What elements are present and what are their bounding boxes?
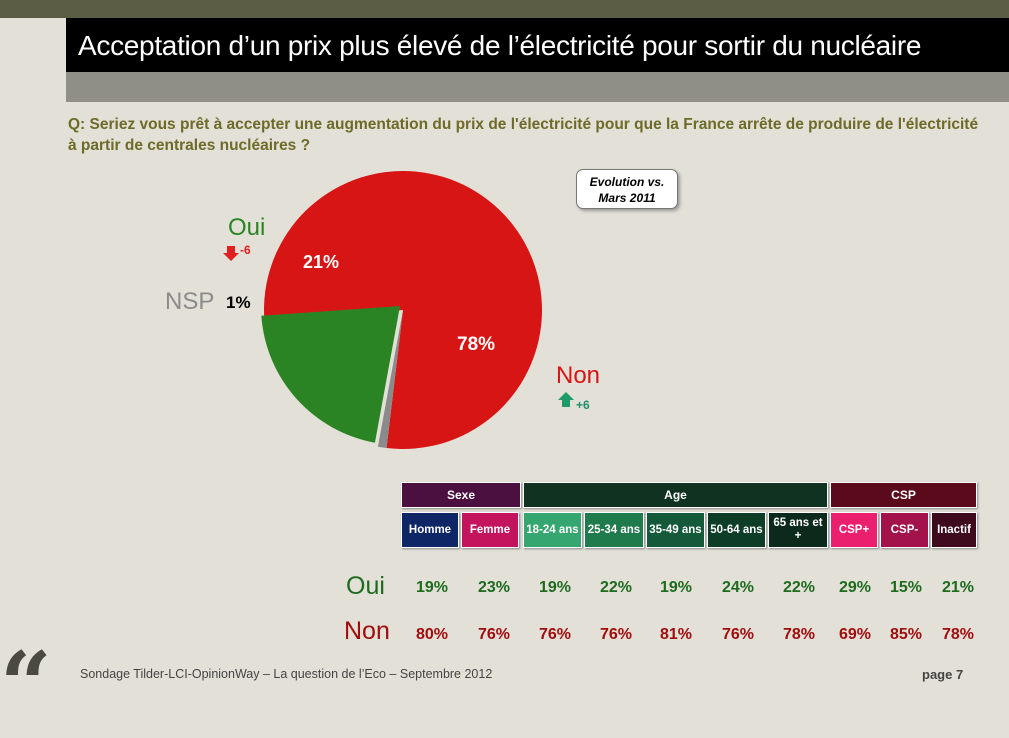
- slice-label-oui: Oui: [228, 214, 266, 241]
- top-band: [0, 0, 1009, 18]
- cell-non-inactif: 78%: [941, 626, 975, 643]
- group-header-sexe: Sexe: [401, 482, 521, 508]
- cell-oui-35-49: 19%: [659, 579, 693, 596]
- cell-non-35-49: 81%: [659, 626, 693, 643]
- page-title: Acceptation d’un prix plus élevé de l’él…: [78, 30, 922, 61]
- arrow-up-icon: [558, 392, 574, 407]
- slice-oui: [261, 306, 400, 443]
- cell-oui-femme: 23%: [477, 579, 511, 596]
- row-label-oui: Oui: [346, 572, 385, 600]
- title-bar: Acceptation d’un prix plus élevé de l’él…: [66, 18, 1009, 72]
- column-header-homme: Homme: [401, 512, 459, 548]
- cell-oui-homme: 19%: [415, 579, 449, 596]
- slice-nsp: [377, 310, 403, 449]
- row-label-non: Non: [344, 617, 390, 645]
- quote-mark-icon: “: [0, 632, 52, 738]
- page-number: page 7: [922, 667, 964, 682]
- evolution-box-line1: Evolution vs.: [589, 175, 665, 189]
- grey-strip: [66, 72, 1009, 102]
- pie-chart: [223, 171, 574, 450]
- cell-oui-25-34: 22%: [599, 579, 633, 596]
- slice-label-nsp: NSP: [165, 288, 215, 315]
- cell-non-homme: 80%: [415, 626, 449, 643]
- arrow-down-icon: [223, 246, 239, 261]
- cell-oui-18-24: 19%: [538, 579, 572, 596]
- group-header-csp: CSP: [830, 482, 977, 508]
- cell-non-18-24: 76%: [538, 626, 572, 643]
- cell-non-65-plus: 78%: [782, 626, 816, 643]
- column-header-inactif: Inactif: [931, 512, 977, 548]
- column-header-csp-minus: CSP-: [880, 512, 929, 548]
- cell-oui-50-64: 24%: [721, 579, 755, 596]
- slice-value-non: 78%: [457, 334, 496, 355]
- cell-non-femme: 76%: [477, 626, 511, 643]
- footer-source: Sondage Tilder-LCI-OpinionWay – La quest…: [80, 667, 493, 681]
- cell-non-csp-minus: 85%: [889, 626, 923, 643]
- cell-oui-65-plus: 22%: [782, 579, 816, 596]
- cell-oui-csp-plus: 29%: [838, 579, 872, 596]
- cell-oui-csp-minus: 15%: [889, 579, 923, 596]
- slice-value-oui: 21%: [303, 252, 340, 272]
- column-header-femme: Femme: [461, 512, 519, 548]
- column-header-35-49: 35-49 ans: [646, 512, 705, 548]
- cell-oui-inactif: 21%: [941, 579, 975, 596]
- question-text: Q: Seriez vous prêt à accepter une augme…: [68, 116, 979, 154]
- slice-label-non: Non: [556, 362, 601, 389]
- evolution-box: Evolution vs. Mars 2011: [576, 169, 678, 209]
- column-header-65-plus: 65 ans et +: [768, 512, 828, 548]
- cell-non-25-34: 76%: [599, 626, 633, 643]
- cell-non-50-64: 76%: [721, 626, 755, 643]
- evolution-oui: -6: [240, 243, 251, 257]
- column-header-18-24: 18-24 ans: [523, 512, 582, 548]
- slice-value-nsp: 1%: [226, 293, 251, 312]
- column-header-25-34: 25-34 ans: [584, 512, 644, 548]
- evolution-non: +6: [576, 398, 590, 412]
- group-header-age: Age: [523, 482, 828, 508]
- evolution-box-line2: Mars 2011: [598, 191, 656, 205]
- column-header-csp-plus: CSP+: [830, 512, 878, 548]
- slice-non: [264, 171, 542, 450]
- column-header-50-64: 50-64 ans: [707, 512, 766, 548]
- cell-non-csp-plus: 69%: [838, 626, 872, 643]
